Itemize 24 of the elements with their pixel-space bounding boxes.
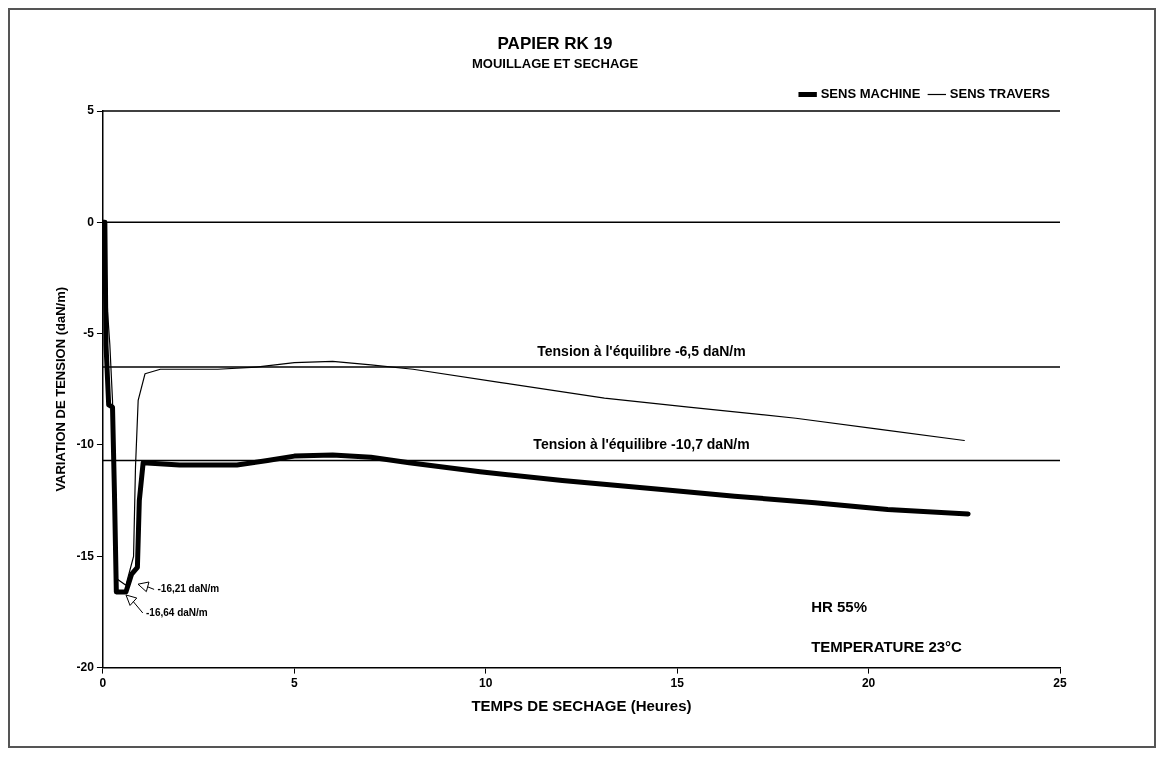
x-tick-label: 5 xyxy=(291,676,299,691)
x-tick-label: 0 xyxy=(99,676,107,691)
ref-line-label: Tension à l'équilibre -6,5 daN/m xyxy=(537,342,746,359)
y-axis-title: VARIATION DE TENSION (daN/m) xyxy=(53,286,69,492)
annotation: -16,21 daN/m xyxy=(157,582,220,594)
legend-label: SENS TRAVERS xyxy=(949,86,1051,102)
annotation: TEMPERATURE 23°C xyxy=(811,637,963,655)
y-tick-label: -10 xyxy=(76,437,95,452)
y-tick-label: 0 xyxy=(87,214,95,229)
ref-line-label: Tension à l'équilibre -10,7 daN/m xyxy=(533,436,750,453)
chart-title: PAPIER RK 19 xyxy=(497,33,613,53)
y-tick-label: -15 xyxy=(76,548,95,563)
y-tick-label: 5 xyxy=(87,103,95,118)
annotation: HR 55% xyxy=(811,597,868,615)
x-tick-label: 10 xyxy=(479,676,493,691)
annotation: -16,64 daN/m xyxy=(146,606,208,618)
x-axis-title: TEMPS DE SECHAGE (Heures) xyxy=(471,697,692,715)
x-tick-label: 15 xyxy=(670,676,685,691)
legend-label: SENS MACHINE xyxy=(820,86,921,102)
y-tick-label: -20 xyxy=(76,659,95,674)
x-tick-label: 25 xyxy=(1053,676,1067,691)
x-tick-label: 20 xyxy=(861,676,876,691)
chart-subtitle: MOUILLAGE ET SECHAGE xyxy=(471,55,639,71)
y-tick-label: -5 xyxy=(83,325,95,340)
